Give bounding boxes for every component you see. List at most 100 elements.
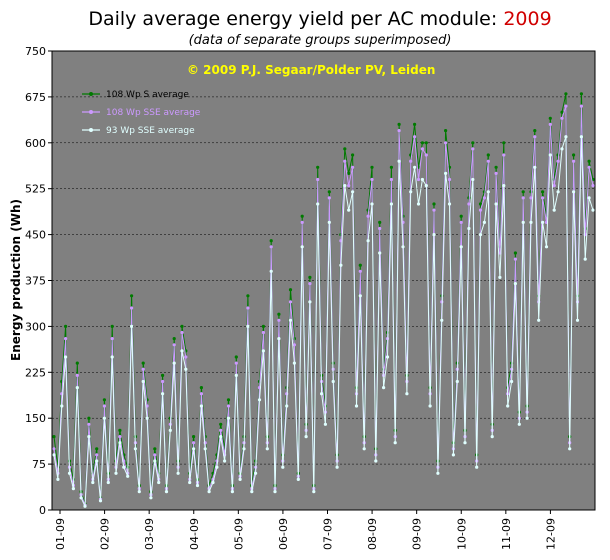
data-point [75, 361, 79, 365]
data-point [354, 404, 359, 408]
x-tick-label: 04-09 [188, 518, 201, 550]
legend-swatch-marker [89, 110, 93, 114]
data-point [537, 318, 541, 322]
data-point [304, 435, 308, 439]
data-point [226, 398, 231, 402]
data-point [533, 165, 537, 169]
data-point [118, 441, 122, 445]
data-point [207, 490, 211, 494]
data-point [525, 416, 529, 420]
data-point [153, 459, 157, 463]
data-point [114, 471, 118, 475]
data-point [126, 474, 130, 478]
data-point [180, 330, 184, 335]
data-point [444, 141, 448, 145]
data-point [192, 447, 196, 451]
data-point [358, 269, 362, 273]
data-point [498, 275, 502, 279]
data-point [475, 465, 479, 469]
data-point [203, 447, 207, 451]
data-point [513, 251, 518, 255]
data-point [219, 428, 223, 432]
data-point [358, 294, 362, 298]
data-point [95, 447, 99, 451]
x-tick-label: 11-09 [500, 518, 513, 550]
data-point [389, 177, 393, 182]
data-point [300, 245, 304, 249]
data-point [347, 208, 351, 212]
data-point [172, 343, 176, 347]
data-point [416, 202, 421, 206]
legend: 108 Wp S average 108 Wp SSE average 93 Wp … [82, 90, 201, 136]
data-point [370, 202, 374, 206]
data-point [358, 263, 362, 267]
data-point [199, 404, 203, 408]
x-tick-label: 07-09 [322, 518, 335, 550]
data-point [467, 202, 471, 206]
data-point [494, 171, 498, 175]
data-point [389, 165, 393, 169]
data-point [288, 318, 293, 322]
y-tick-label: 675 [25, 91, 46, 104]
legend-label: 108 Wp S average [106, 90, 189, 100]
data-point [164, 490, 169, 494]
data-point [250, 490, 254, 494]
chart-title-year: 2009 [503, 8, 552, 30]
data-point [494, 202, 498, 206]
data-point [168, 428, 172, 432]
data-point [521, 220, 525, 224]
data-point [494, 165, 498, 169]
data-point [510, 379, 514, 384]
data-point [195, 483, 200, 488]
data-point [424, 153, 428, 157]
data-point [87, 422, 91, 426]
data-point [370, 165, 374, 169]
data-point [444, 129, 448, 133]
data-point [261, 324, 265, 328]
y-tick-label: 525 [25, 183, 46, 196]
y-tick-label: 375 [25, 275, 46, 288]
y-tick-label: 75 [32, 458, 46, 471]
data-point [91, 480, 95, 485]
data-point [102, 404, 106, 408]
data-point [471, 141, 475, 145]
data-point [316, 177, 320, 182]
data-point [292, 361, 296, 365]
data-point [420, 141, 424, 145]
data-point [560, 110, 564, 114]
data-point [382, 386, 386, 390]
data-point [64, 324, 68, 328]
data-point [118, 435, 122, 439]
data-point [513, 257, 518, 261]
data-point [226, 404, 231, 408]
data-point [552, 184, 556, 188]
data-point [141, 367, 145, 371]
data-point [572, 159, 576, 163]
data-point [234, 373, 238, 377]
data-point [544, 245, 549, 249]
data-point [153, 453, 157, 457]
series-group [52, 92, 595, 508]
copyright-annotation: © 2009 P.J. Segaar/Polder PV, Leiden [187, 63, 435, 77]
data-point [145, 416, 149, 420]
data-point [172, 337, 176, 341]
data-point [447, 202, 452, 206]
series-line [53, 105, 594, 506]
data-point [71, 487, 75, 491]
y-axis-label: Energy production (Wh) [9, 199, 23, 361]
data-point [288, 288, 293, 292]
x-tick-label: 01-09 [54, 518, 67, 550]
data-point [529, 196, 533, 200]
data-point [459, 245, 463, 249]
data-point [587, 159, 591, 163]
data-point [180, 324, 184, 328]
data-point [440, 318, 444, 322]
data-point [323, 422, 327, 426]
data-point [141, 379, 145, 384]
data-point [486, 190, 490, 194]
data-point [591, 184, 595, 188]
data-point [420, 177, 424, 182]
data-point [529, 220, 533, 224]
data-point [75, 386, 79, 390]
data-point [172, 361, 176, 365]
